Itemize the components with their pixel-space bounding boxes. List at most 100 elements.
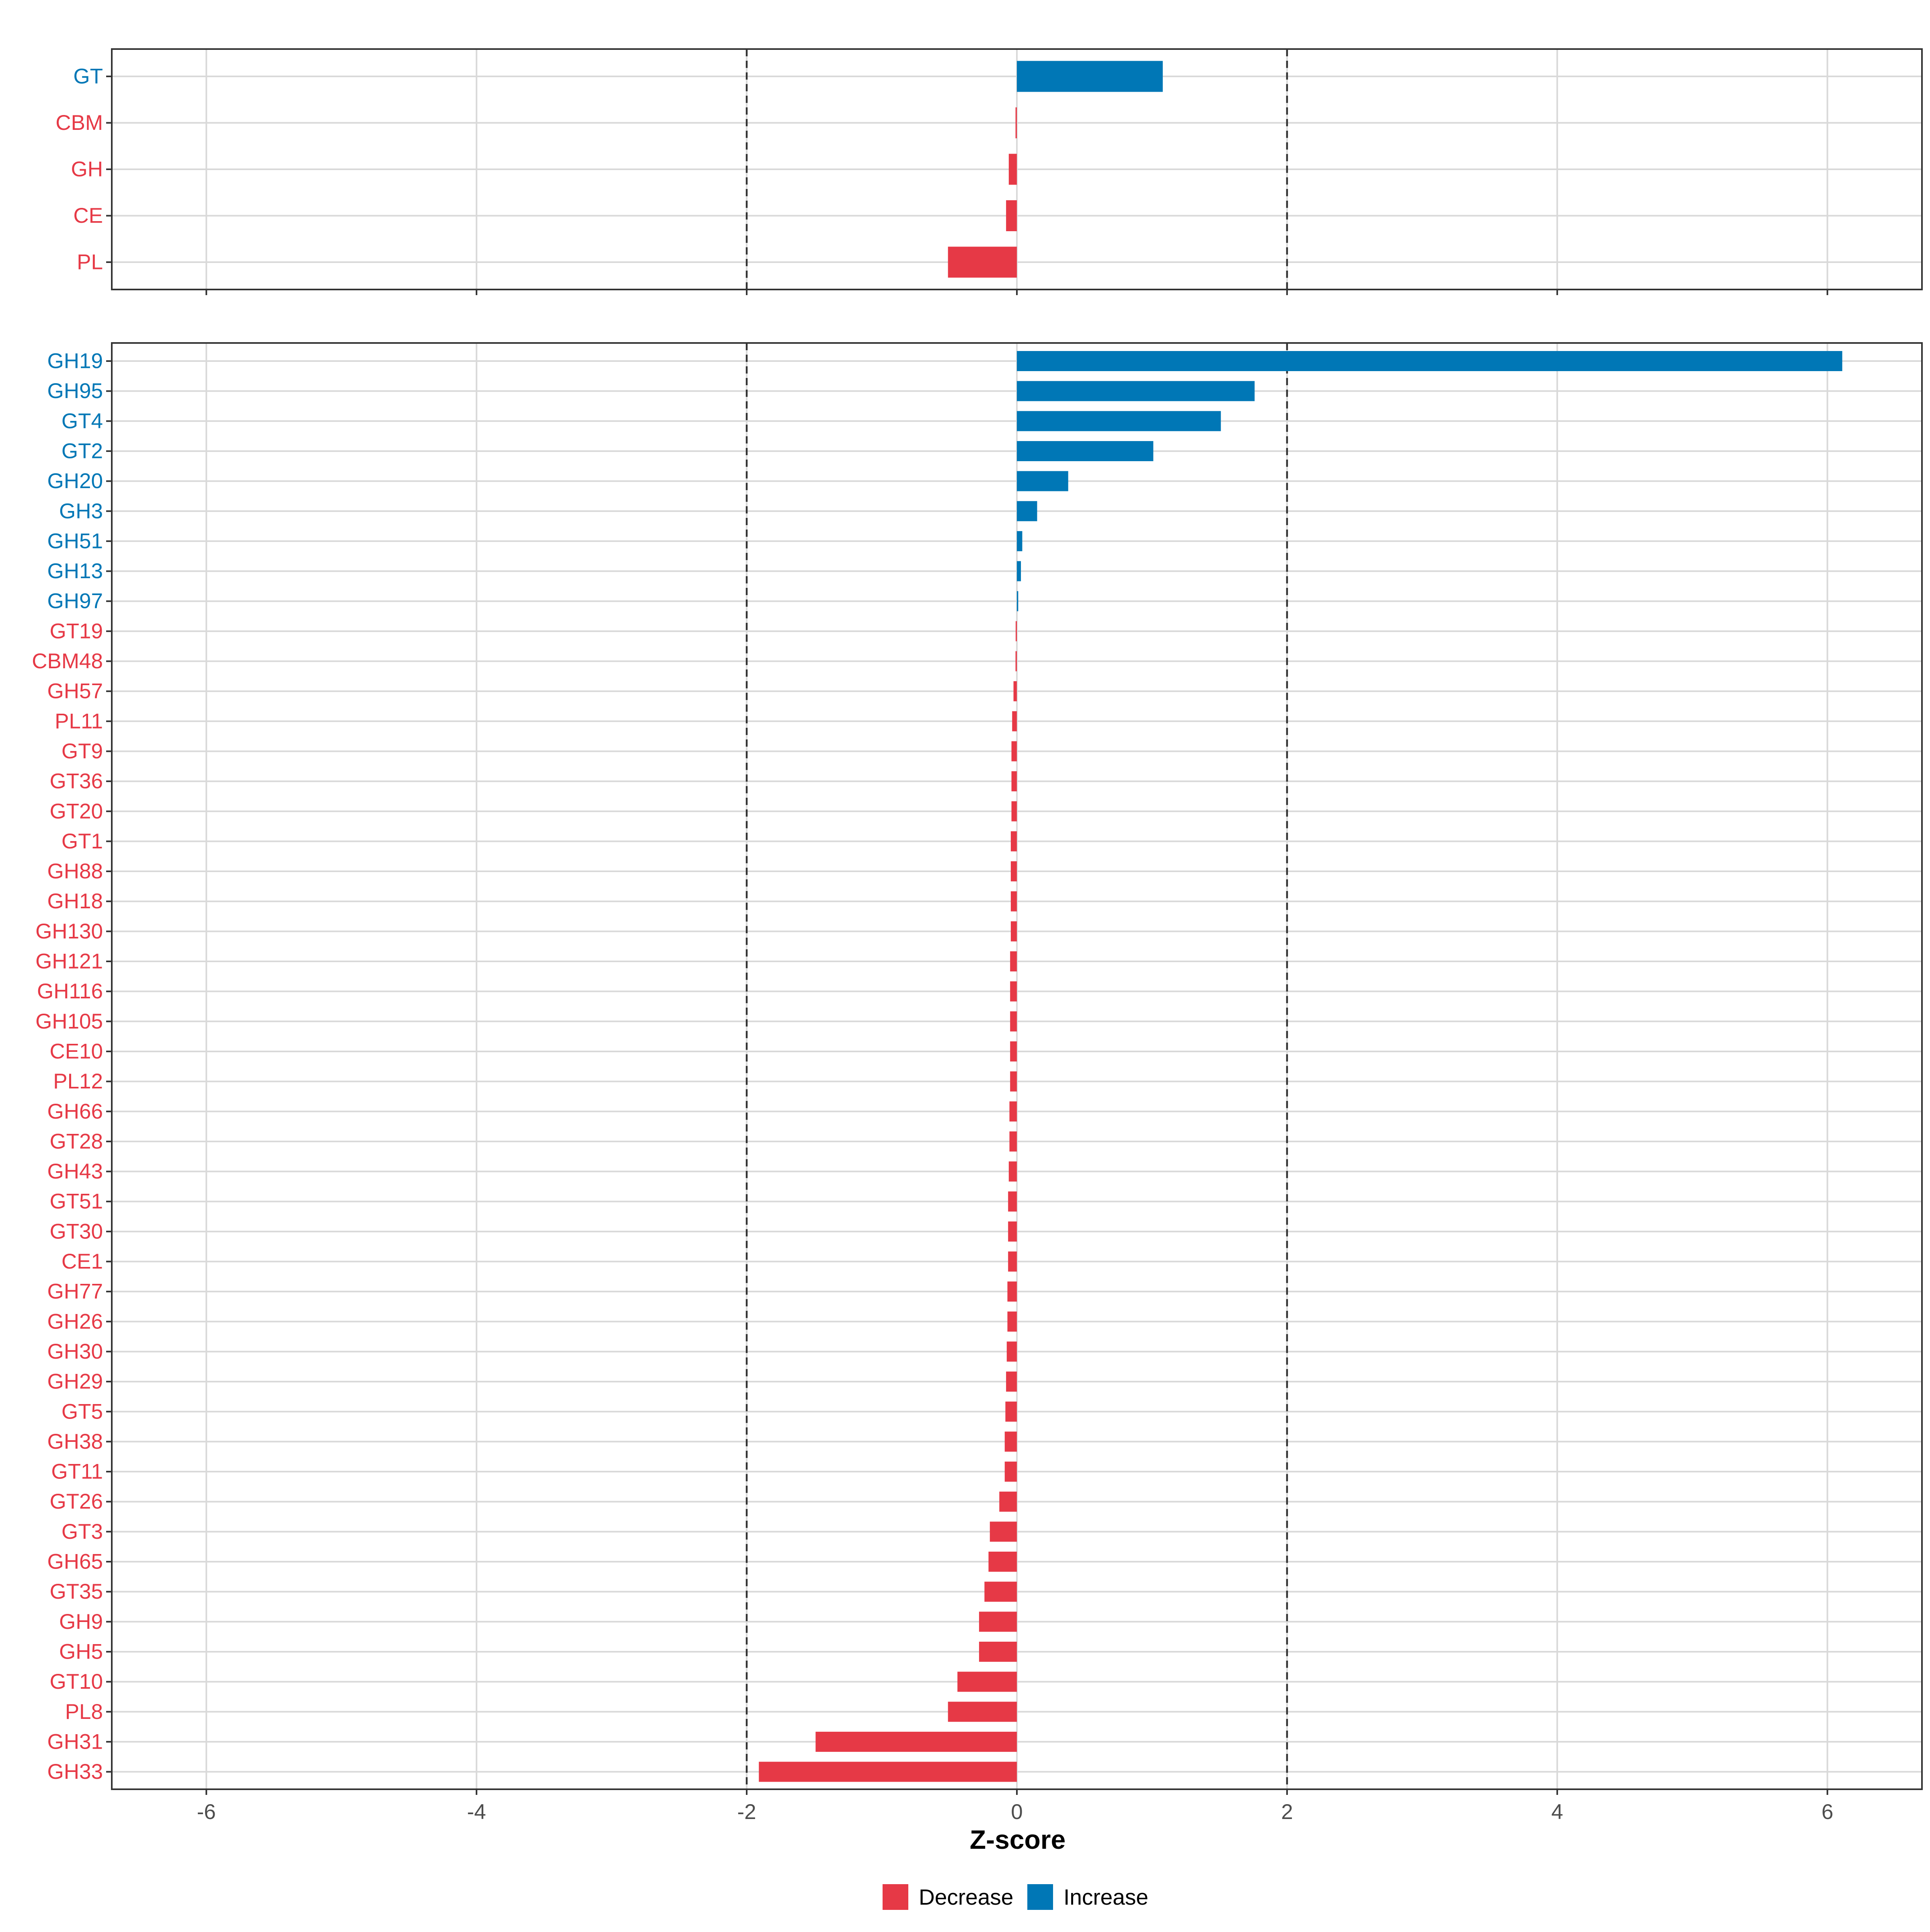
bottom-category-label: GH77 xyxy=(47,1280,103,1304)
top-category-label: GT xyxy=(73,65,103,88)
bottom-category-label: GH105 xyxy=(35,1010,103,1033)
bottom-bar-gt51 xyxy=(1008,1191,1017,1212)
top-bar-cbm xyxy=(1015,107,1017,138)
bottom-bar-gt30 xyxy=(1008,1221,1017,1242)
top-category-label: CE xyxy=(73,204,103,228)
legend-swatch-increase xyxy=(1027,1884,1053,1910)
bottom-category-label: PL12 xyxy=(53,1070,103,1093)
bottom-category-label: GH97 xyxy=(47,589,103,613)
bottom-bar-gt11 xyxy=(1004,1462,1017,1482)
bottom-bar-gh13 xyxy=(1017,561,1021,581)
bottom-bar-gt10 xyxy=(957,1671,1017,1692)
bottom-category-label: GT26 xyxy=(49,1490,103,1513)
bottom-category-label: GH116 xyxy=(37,979,103,1003)
bottom-category-label: GH20 xyxy=(47,469,103,493)
bottom-category-label: GT36 xyxy=(49,770,103,793)
bottom-bar-gt26 xyxy=(999,1491,1017,1512)
bottom-category-label: GT4 xyxy=(62,409,103,433)
top-bar-ce xyxy=(1006,200,1017,231)
bottom-category-label: CBM48 xyxy=(32,649,103,673)
bottom-category-label: GH121 xyxy=(35,950,103,973)
bottom-category-label: GH65 xyxy=(47,1550,103,1574)
bottom-category-label: GH31 xyxy=(47,1730,103,1753)
bottom-bar-gh105 xyxy=(1010,1011,1017,1032)
top-category-label: CBM xyxy=(55,111,103,135)
bottom-category-label: GH18 xyxy=(47,889,103,913)
bottom-category-label: GH33 xyxy=(47,1760,103,1784)
bottom-category-label: GT1 xyxy=(62,829,103,853)
top-bar-gt xyxy=(1017,61,1163,92)
bottom-bar-gt9 xyxy=(1011,741,1017,762)
bottom-bar-gh38 xyxy=(1004,1431,1017,1452)
legend-swatch-decrease xyxy=(883,1884,908,1910)
bottom-category-label: GT3 xyxy=(62,1520,103,1544)
bottom-category-label: GH9 xyxy=(59,1610,103,1634)
legend-label-decrease: Decrease xyxy=(919,1885,1013,1909)
bottom-category-label: PL8 xyxy=(65,1700,103,1724)
bottom-category-label: GH19 xyxy=(47,349,103,373)
bottom-bar-gt20 xyxy=(1011,801,1017,821)
bottom-category-label: GH88 xyxy=(47,860,103,883)
bottom-bar-gh33 xyxy=(759,1762,1017,1782)
bottom-bar-gh65 xyxy=(988,1552,1017,1572)
top-panel: GT CBM GH CE PL xyxy=(55,48,1923,295)
bottom-bar-pl12 xyxy=(1010,1071,1017,1092)
bottom-bar-gh29 xyxy=(1006,1371,1017,1392)
bottom-category-label: CE1 xyxy=(62,1250,103,1273)
bottom-x-tick-label: 4 xyxy=(1551,1800,1563,1824)
bottom-bar-gh5 xyxy=(979,1641,1017,1662)
bottom-bar-gt2 xyxy=(1017,441,1154,461)
bottom-bar-gt19 xyxy=(1016,621,1017,641)
bottom-category-label: GT30 xyxy=(49,1220,103,1243)
bottom-category-label: GH57 xyxy=(47,680,103,703)
bottom-category-label: GH13 xyxy=(47,559,103,583)
bottom-bar-gh43 xyxy=(1008,1161,1017,1182)
bottom-category-label: GH95 xyxy=(47,379,103,403)
bottom-category-label: GT35 xyxy=(49,1580,103,1603)
bottom-category-label: GH30 xyxy=(47,1340,103,1363)
bottom-bar-gh26 xyxy=(1007,1311,1017,1332)
bottom-bar-gh3 xyxy=(1017,501,1037,521)
bottom-bar-gt5 xyxy=(1005,1401,1017,1422)
bottom-category-label: GT5 xyxy=(62,1400,103,1423)
bottom-bar-ce1 xyxy=(1008,1251,1017,1272)
bottom-bar-gh66 xyxy=(1009,1101,1017,1122)
bottom-category-label: GH29 xyxy=(47,1370,103,1394)
bottom-category-label: GH5 xyxy=(59,1640,103,1663)
bottom-bar-gt1 xyxy=(1010,831,1017,852)
bottom-bar-gt3 xyxy=(990,1521,1017,1542)
bottom-category-label: GH66 xyxy=(47,1100,103,1123)
bottom-category-label: PL11 xyxy=(55,709,103,733)
top-bar-pl xyxy=(948,246,1017,278)
bottom-bar-gh97 xyxy=(1017,591,1018,612)
bottom-bar-gh121 xyxy=(1010,951,1017,971)
bottom-bar-gh20 xyxy=(1017,471,1068,491)
bottom-bar-gh9 xyxy=(979,1612,1017,1632)
bottom-category-label: CE10 xyxy=(49,1039,103,1063)
bottom-bar-gt36 xyxy=(1011,771,1017,792)
bottom-x-tick-label: 6 xyxy=(1821,1800,1833,1824)
bottom-bar-gt35 xyxy=(984,1581,1017,1602)
bottom-bar-gh19 xyxy=(1017,351,1842,371)
bottom-x-tick-label: 2 xyxy=(1281,1800,1293,1824)
bottom-category-label: GH26 xyxy=(47,1310,103,1333)
bottom-panel: GH19 GH95 GT4 GT2 GH20 GH3 GH51 GH13 GH97 GT19 CBM… xyxy=(32,342,1923,1824)
bottom-bar-gh30 xyxy=(1006,1341,1017,1362)
bottom-bar-gt28 xyxy=(1009,1131,1017,1152)
bottom-bar-gh57 xyxy=(1013,681,1017,702)
bottom-x-tick-label: -4 xyxy=(467,1800,486,1824)
bottom-category-label: GT11 xyxy=(51,1460,103,1484)
bottom-category-label: GT2 xyxy=(62,439,103,463)
bottom-category-label: GH130 xyxy=(35,920,103,943)
bottom-bar-gt4 xyxy=(1017,411,1221,431)
bottom-bar-pl11 xyxy=(1012,711,1017,731)
bottom-bar-ce10 xyxy=(1010,1041,1017,1061)
bottom-category-label: GT10 xyxy=(49,1670,103,1694)
bottom-bar-gh31 xyxy=(815,1731,1017,1752)
bottom-category-label: GH38 xyxy=(47,1430,103,1454)
bottom-category-label: GT9 xyxy=(62,739,103,763)
bottom-category-label: GT28 xyxy=(49,1129,103,1153)
